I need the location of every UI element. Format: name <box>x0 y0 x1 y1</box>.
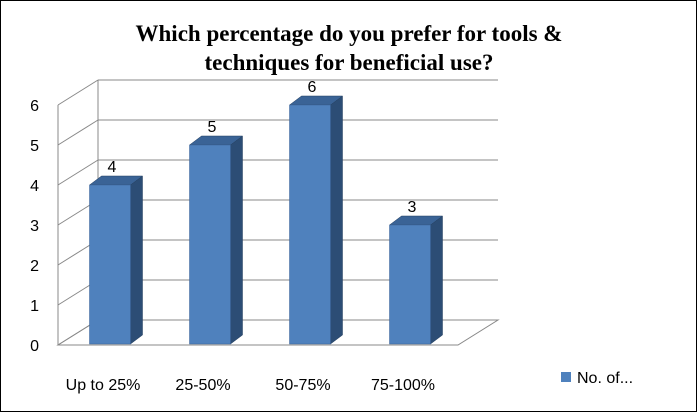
plot-area: 0 1 2 3 4 5 6 4 Up to 25% 5 25-50% 6 50-75% 3 75-100% <box>30 79 500 394</box>
chart-title-line-1: Which percentage do you prefer for tools… <box>136 21 563 46</box>
gridline-diag-6 <box>57 79 99 106</box>
bar-side-0 <box>130 175 143 345</box>
x-tick-label-1: 25-50% <box>175 377 230 394</box>
y-tick-label-5: 5 <box>30 138 39 155</box>
bar-side-2 <box>330 95 343 345</box>
x-tick-label-3: 75-100% <box>371 377 435 394</box>
x-tick-label-0: Up to 25% <box>66 377 141 394</box>
y-tick-label-6: 6 <box>30 98 39 115</box>
bar-2 <box>289 104 331 345</box>
bar-3 <box>389 224 431 345</box>
y-tick-label-0: 0 <box>30 338 39 355</box>
legend-swatch <box>561 372 571 382</box>
gridline-diag-4 <box>57 159 99 186</box>
legend-label: No. of... <box>577 370 633 387</box>
y-tick-label-3: 3 <box>30 218 39 235</box>
data-label-2: 6 <box>308 79 317 96</box>
chart-floor <box>56 319 500 346</box>
data-label-0: 4 <box>108 159 117 176</box>
bar-0 <box>89 184 131 345</box>
y-tick-label-1: 1 <box>30 298 39 315</box>
y-tick-label-2: 2 <box>30 258 39 275</box>
x-tick-label-2: 50-75% <box>275 377 330 394</box>
bar-side-1 <box>230 135 243 345</box>
data-label-3: 3 <box>408 199 417 216</box>
data-label-1: 5 <box>208 119 217 136</box>
y-tick-label-4: 4 <box>30 178 39 195</box>
gridline-diag-5 <box>57 119 99 146</box>
bar-side-3 <box>430 215 443 345</box>
chart-title-line-2: techniques for beneficial use? <box>205 50 494 75</box>
bar-1 <box>189 144 231 345</box>
